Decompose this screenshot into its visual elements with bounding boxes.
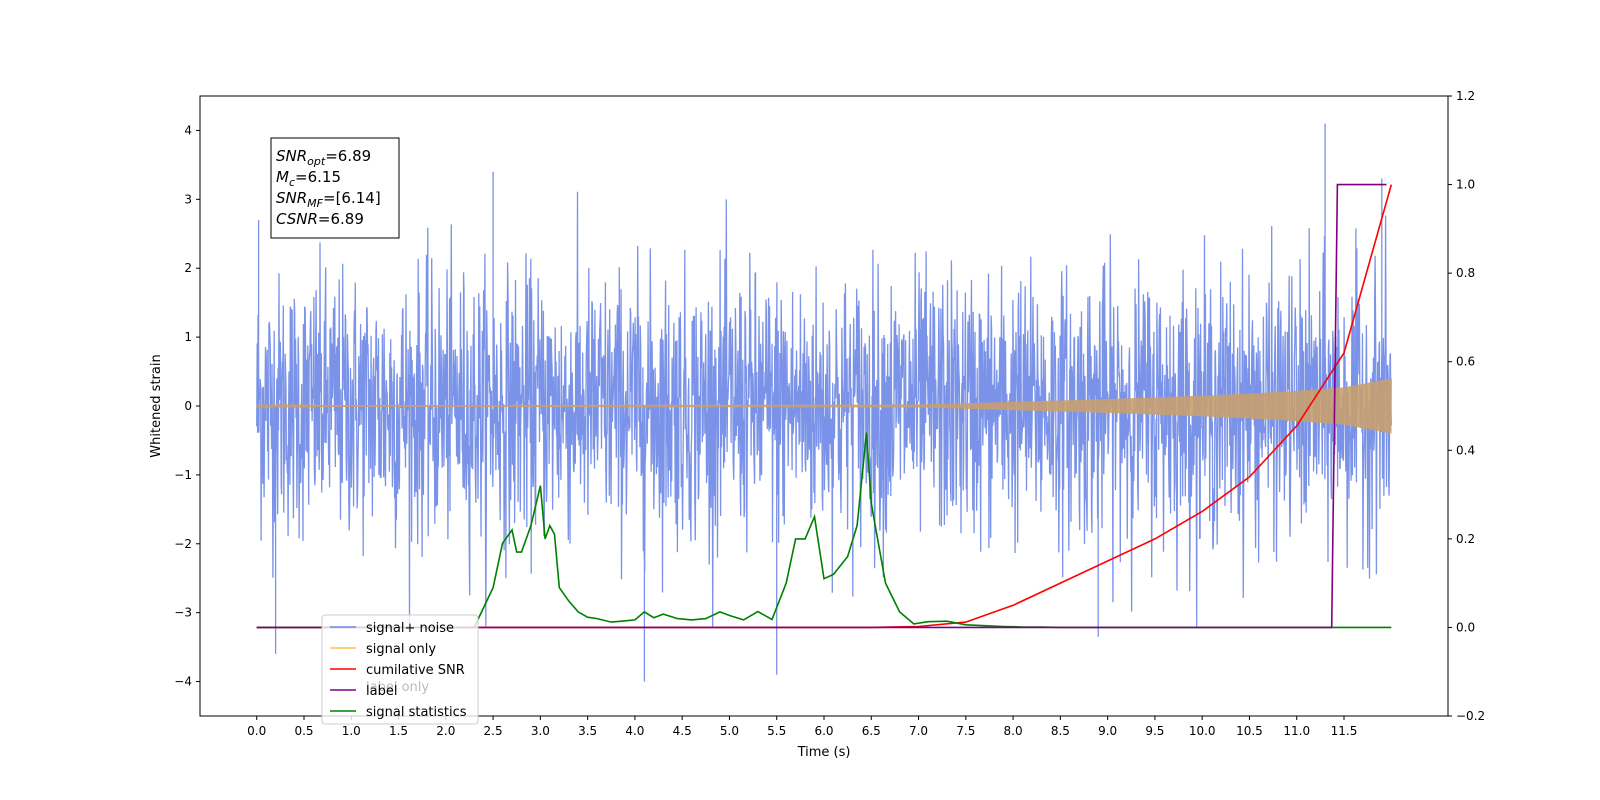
y-tick-label-right: −0.2 <box>1456 709 1485 723</box>
series-signal-statistics <box>256 432 1392 629</box>
x-tick-label: 7.0 <box>909 724 928 738</box>
x-tick-label: 2.5 <box>484 724 503 738</box>
y-tick-label-left: −1 <box>174 468 192 482</box>
x-tick-label: 6.5 <box>862 724 881 738</box>
y-tick-label-left: 1 <box>184 330 192 344</box>
y-axis-left: 4 3 2 1 0 −1 −2 −3 −4 <box>174 123 200 689</box>
x-tick-label: 5.5 <box>767 724 786 738</box>
annotation-line: SNRopt=6.89 <box>276 147 371 168</box>
x-tick-label: 1.5 <box>389 724 408 738</box>
annotation-symbol: M <box>276 168 289 186</box>
annotation-line: SNRMF=[6.14] <box>276 189 381 210</box>
annotation-value: =6.89 <box>325 147 371 165</box>
y-tick-label-left: −4 <box>174 675 192 689</box>
legend-label: signal+ noise <box>366 621 454 636</box>
x-tick-label: 2.0 <box>436 724 455 738</box>
x-axis: 0.0 0.5 1.0 1.5 2.0 2.5 3.0 3.5 4.0 4.5 5.0 5.5 6.0 6… <box>247 716 1357 738</box>
annotation-line: Mc=6.15 <box>276 168 341 189</box>
legend-label: label <box>366 684 397 699</box>
y-tick-label-right: 1.0 <box>1456 178 1475 192</box>
y-tick-label-right: 0.2 <box>1456 532 1475 546</box>
annotation-line: CSNR=6.89 <box>276 210 364 228</box>
annotation-subscript: c <box>289 176 295 189</box>
x-tick-label: 4.0 <box>625 724 644 738</box>
y-tick-label-left: 2 <box>184 261 192 275</box>
legend-label: cumilative SNR <box>366 663 465 678</box>
legend-frame <box>321 614 479 725</box>
x-tick-label: 5.0 <box>720 724 739 738</box>
legend-label: signal statistics <box>366 705 467 720</box>
y-tick-label-left: 4 <box>184 123 192 137</box>
x-tick-label: 7.5 <box>956 724 975 738</box>
series-signal-noise <box>256 123 1392 682</box>
y-tick-label-left: −2 <box>174 537 192 551</box>
y-axis-label: Whitened strain <box>149 354 164 457</box>
x-axis-label: Time (s) <box>797 745 851 760</box>
y-axis-right: 1.2 1.0 0.8 0.6 0.4 0.2 0.0 −0.2 <box>1448 89 1485 723</box>
y-tick-label-right: 0.8 <box>1456 266 1475 280</box>
y-tick-label-right: 1.2 <box>1456 89 1475 103</box>
x-tick-label: 9.5 <box>1145 724 1164 738</box>
y-tick-label-right: 0.4 <box>1456 443 1475 457</box>
annotation-value: =[6.14] <box>323 189 381 207</box>
legend-hidden-text: label only <box>366 680 429 695</box>
x-tick-label: 4.5 <box>673 724 692 738</box>
x-tick-label: 6.0 <box>814 724 833 738</box>
legend: label only signal+ noise signal only cumila… <box>321 614 479 725</box>
x-tick-label: 9.0 <box>1098 724 1117 738</box>
series-layer <box>256 123 1393 682</box>
x-tick-label: 10.5 <box>1236 724 1263 738</box>
y-tick-label-right: 0.6 <box>1456 355 1475 369</box>
legend-label: signal only <box>366 642 436 657</box>
x-tick-label: 3.0 <box>531 724 550 738</box>
series-label <box>256 183 1387 629</box>
x-tick-label: 8.0 <box>1004 724 1023 738</box>
x-tick-label: 11.5 <box>1331 724 1358 738</box>
annotation-value: =6.89 <box>318 210 364 228</box>
y-tick-label-left: 0 <box>184 399 192 413</box>
annotation-value: =6.15 <box>295 168 341 186</box>
x-tick-label: 10.0 <box>1189 724 1216 738</box>
annotation-frame <box>270 137 400 239</box>
y-tick-label-right: 0.0 <box>1456 620 1475 634</box>
annotation-symbol: CSNR <box>276 210 318 228</box>
y-tick-label-left: −3 <box>174 606 192 620</box>
annotation-subscript: opt <box>307 155 326 168</box>
annotation-subscript: MF <box>307 197 323 210</box>
x-tick-label: 11.0 <box>1283 724 1310 738</box>
y-tick-label-left: 3 <box>184 192 192 206</box>
x-tick-label: 8.5 <box>1051 724 1070 738</box>
x-tick-label: 1.0 <box>342 724 361 738</box>
annotation-symbol: SNR <box>276 147 307 165</box>
x-tick-label: 0.5 <box>294 724 313 738</box>
x-tick-label: 3.5 <box>578 724 597 738</box>
series-signal-only <box>256 378 1392 434</box>
series-cumulative-snr <box>256 184 1393 629</box>
annotation-symbol: SNR <box>276 189 307 207</box>
x-tick-label: 0.0 <box>247 724 266 738</box>
